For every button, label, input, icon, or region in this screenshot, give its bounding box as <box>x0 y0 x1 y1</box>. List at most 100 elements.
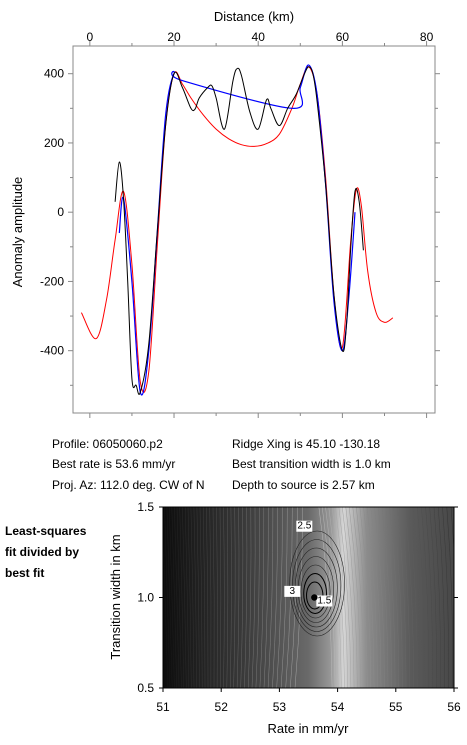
top-x-title: Distance (km) <box>214 9 294 24</box>
contour-line-left <box>206 507 209 688</box>
bottom-x-tick-label: 53 <box>273 700 287 714</box>
contour-line-right <box>331 507 345 688</box>
contour-line-right <box>385 507 396 688</box>
contour-line-left <box>233 507 236 688</box>
contour-line-right <box>377 507 389 688</box>
contour-line-left <box>196 507 200 688</box>
contour-line-right <box>352 507 365 688</box>
contour-line-left <box>176 507 182 688</box>
contour-label: 1.5 <box>317 596 331 607</box>
contour-line-left <box>229 507 232 688</box>
bottom-x-tick-label: 56 <box>447 700 461 714</box>
contour-line-left <box>240 507 244 688</box>
contour-lines <box>163 507 454 688</box>
contour-line-left <box>255 507 260 688</box>
contour-line-left <box>163 526 169 688</box>
contour-label: 3 <box>290 586 296 597</box>
best-fit-marker <box>311 594 318 601</box>
contour-line-left <box>236 507 240 688</box>
contour-line-left <box>182 507 187 688</box>
contour-line-right <box>404 507 414 688</box>
top-x-tick-label: 0 <box>86 30 93 44</box>
contour-line-left <box>216 507 218 688</box>
contour-line-right <box>429 507 437 688</box>
contour-line-right <box>425 507 433 688</box>
contour-line-left <box>174 507 180 688</box>
contour-line-right <box>363 507 375 688</box>
contour-line-left <box>247 507 252 688</box>
contour-line-left <box>193 507 197 688</box>
top-x-tick-label: 60 <box>336 30 350 44</box>
contour-line-left <box>202 507 206 688</box>
observed-profile-black <box>114 66 364 395</box>
contour-ring <box>289 530 345 637</box>
top-x-tick-label: 40 <box>252 30 266 44</box>
contour-line-left <box>280 507 288 688</box>
bottom-x-tick-label: 55 <box>389 700 403 714</box>
contour-line-left <box>263 507 269 688</box>
bottom-x-tick-label: 52 <box>215 700 229 714</box>
contour-line-right <box>397 507 407 688</box>
contour-line-right <box>442 507 449 688</box>
contour-line-left <box>199 507 203 688</box>
contour-ring <box>300 564 331 619</box>
top-series <box>80 64 394 396</box>
contour-line-left <box>272 507 278 688</box>
anomaly-plot: Distance (km) Anomaly amplitude 0 20 40 60 8… <box>10 9 440 418</box>
top-y-tick-label: 400 <box>44 67 64 81</box>
bottom-ticks: 51 52 53 54 55 56 1.5 1.0 0.5 <box>137 500 461 714</box>
info-block: Profile: 06050060.p2 Best rate is 53.6 m… <box>52 437 391 492</box>
top-plot-frame <box>72 45 436 414</box>
bottom-y-title: Transition width in km <box>108 534 123 659</box>
side-label-line1: Least-squares <box>5 524 87 538</box>
contour-line-left <box>179 507 185 688</box>
contour-line-left <box>219 507 222 688</box>
contour-line-left <box>187 507 192 688</box>
side-label: Least-squares fit divided by best fit <box>5 524 87 580</box>
bottom-y-tick-label: 0.5 <box>137 681 154 695</box>
top-y-title: Anomaly amplitude <box>10 177 25 288</box>
model-curve-blue <box>118 64 356 396</box>
contour-line-left <box>251 507 256 688</box>
contour-line-left <box>184 507 190 688</box>
bottom-x-tick-label: 54 <box>331 700 345 714</box>
top-y-tick-label: -200 <box>40 274 64 288</box>
contour-label-bg <box>296 520 313 532</box>
contour-line-right <box>433 507 441 688</box>
contour-line-left <box>259 507 265 688</box>
contour-line-left <box>209 507 212 688</box>
contour-line-right <box>413 507 422 688</box>
top-ticks: 0 20 40 60 80 400 200 0 -200 -400 <box>40 30 440 418</box>
contour-line-left <box>169 507 175 688</box>
side-label-line2: fit divided by <box>5 545 79 559</box>
info-depth: Depth to source is 2.57 km <box>232 478 375 492</box>
contour-line-left <box>223 507 225 688</box>
contour-line-right <box>401 507 410 688</box>
contour-line-right <box>389 507 399 688</box>
contour-line-left <box>164 507 171 688</box>
info-proj-az: Proj. Az: 112.0 deg. CW of N <box>52 478 205 492</box>
contour-label: 2.5 <box>297 521 311 532</box>
contour-overlay: 2.5 3 1.5 <box>284 520 333 607</box>
bottom-y-tick-label: 1.0 <box>137 591 154 605</box>
contour-background <box>163 507 454 688</box>
contour-label-bg <box>284 585 301 597</box>
contour-line-left <box>212 507 215 688</box>
contour-line-right <box>417 507 426 688</box>
contour-line-right <box>328 507 342 688</box>
contour-line-right <box>335 507 348 688</box>
bottom-x-title: Rate in mm/yr <box>268 721 350 736</box>
bottom-x-tick-label: 51 <box>156 700 170 714</box>
contour-line-right <box>342 507 355 688</box>
contour-ring <box>303 573 328 614</box>
contour-line-left <box>171 507 177 688</box>
contour-label-bg <box>316 595 333 607</box>
contour-line-right <box>359 507 371 688</box>
contour-line-right <box>370 507 382 688</box>
top-y-tick-label: -400 <box>40 344 64 358</box>
contour-line-right <box>348 507 361 688</box>
contour-line-left <box>226 507 229 688</box>
info-profile: Profile: 06050060.p2 <box>52 437 163 451</box>
bottom-y-tick-label: 1.5 <box>137 500 154 514</box>
